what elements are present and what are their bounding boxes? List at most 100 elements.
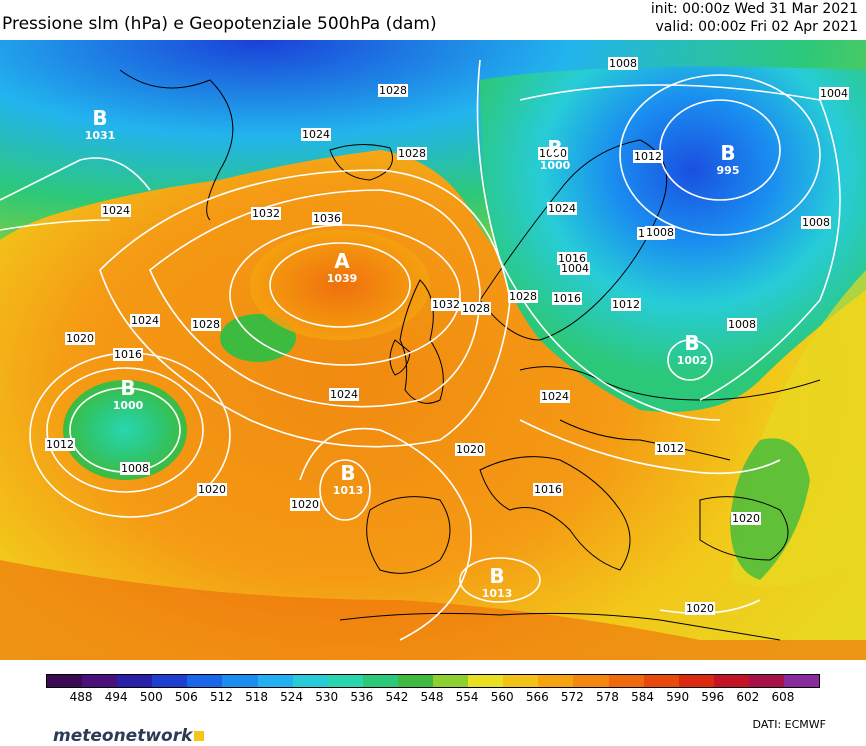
- isobar-label: 1020: [65, 332, 95, 345]
- center-value: 1031: [85, 129, 116, 142]
- atlantic-low-field: [63, 380, 187, 480]
- isobar-1008-north: [519, 84, 841, 401]
- isobar-1032: [229, 224, 461, 366]
- isobar-label-text: 1008: [802, 216, 830, 229]
- colorbar-swatch: [503, 675, 539, 687]
- map-title: Pressione slm (hPa) e Geopotenziale 500h…: [2, 14, 437, 34]
- isobar-label-box: [655, 442, 685, 455]
- isobar-label-box: [508, 290, 538, 303]
- isobar-label-box: [540, 390, 570, 403]
- isobar-1013: [319, 459, 371, 521]
- italy-balkans-coast: [479, 456, 631, 571]
- colorbar-swatch: [713, 675, 749, 687]
- isobar-label-text: 1024: [131, 314, 159, 327]
- isobar-label-box: [290, 498, 320, 511]
- colorbar-swatch: [187, 675, 223, 687]
- isobar-label-box: [65, 332, 95, 345]
- center-value: 1013: [333, 484, 364, 497]
- isobar-label-text: 1012: [656, 442, 684, 455]
- isobar-label: 1012: [611, 298, 641, 311]
- isobar-label-text: 1016: [553, 292, 581, 305]
- isobar-label: 1036: [312, 212, 342, 225]
- center-letter: B: [684, 331, 699, 355]
- isobar-label-box: [633, 150, 663, 163]
- isobar-label-box: [557, 252, 587, 265]
- isobar-label: 1012: [655, 442, 685, 455]
- isobar-label: 1008: [608, 57, 638, 70]
- isobar-label-text: 1016: [558, 252, 586, 265]
- colorbar-tick-label: 512: [210, 690, 233, 704]
- isobar-label: 1032: [431, 298, 461, 311]
- isobar-label-box: [461, 302, 491, 315]
- colorbar-tick-label: 602: [736, 690, 760, 704]
- brand-name: meteonetwork: [53, 726, 193, 746]
- center-letter: B: [92, 106, 107, 130]
- isobar-label: 1024: [329, 388, 359, 401]
- isobar-label-text: 1020: [66, 332, 94, 345]
- isobar-label-text: 1016: [534, 483, 562, 496]
- isobar-1028: [149, 189, 481, 408]
- center-letter: A: [334, 249, 350, 273]
- isobar-label-text: 1012: [612, 298, 640, 311]
- isobar-label-text: 1008: [728, 318, 756, 331]
- isobar-label-text: 1000: [539, 147, 567, 160]
- center-letter: B: [120, 376, 135, 400]
- isobar-label-box: [533, 483, 563, 496]
- center-value: 1039: [327, 272, 358, 285]
- brand-square-icon: [194, 731, 205, 741]
- isobar-label-text: 1028: [192, 318, 220, 331]
- isobar-1004: [619, 74, 821, 236]
- colorbar-tick-label: 530: [315, 690, 339, 704]
- isobar-label: 1024: [130, 314, 160, 327]
- isobar-label-text: 1020: [686, 602, 714, 615]
- isobar-label-box: [685, 602, 715, 615]
- isobar-1028-west: [0, 157, 151, 201]
- isobar-label-text: 1024: [102, 204, 130, 217]
- brand-logo: meteonetwork: [53, 726, 205, 746]
- scandinavia-coast: [479, 139, 668, 341]
- isobar-label: 1028: [378, 84, 408, 97]
- isobar-label: 1032: [251, 207, 281, 220]
- isobar-label-text: 1032: [432, 298, 460, 311]
- center-value: 1000: [540, 159, 571, 172]
- isobar-label-text: 1024: [541, 390, 569, 403]
- isobar-label-box: [727, 318, 757, 331]
- colorbar-swatch: [678, 675, 714, 687]
- isobar-label-box: [560, 262, 590, 275]
- colorbar-tick-label: 608: [771, 690, 795, 704]
- isobar-label: 1000: [538, 147, 568, 160]
- isobar-label-text: 1012: [46, 438, 74, 451]
- colorbar-swatch: [468, 675, 504, 687]
- colorbar-swatch: [783, 675, 820, 687]
- isobar-label: 1008: [727, 318, 757, 331]
- weather-map: 1008 1004 1028 1024 1028 1028 1024 1032 1036 1024…: [0, 40, 866, 660]
- isobar-label-box: [819, 87, 849, 100]
- isobar-label: 1028: [508, 290, 538, 303]
- isobar-label-text: 1028: [398, 147, 426, 160]
- center-value: 1013: [482, 587, 513, 600]
- colorbar-swatch: [538, 675, 574, 687]
- isobar-label: 1028: [397, 147, 427, 160]
- isobar-label-text: 1028: [462, 302, 490, 315]
- isobar-label-box: [329, 388, 359, 401]
- colorbar-tick-label: 536: [350, 690, 374, 704]
- isobar-1012: [46, 367, 204, 493]
- isobar-label-text: 1028: [509, 290, 537, 303]
- europe-borders: [519, 366, 821, 401]
- isobar-label-text: 1008: [646, 226, 674, 239]
- isobar-label-box: [645, 226, 675, 239]
- colorbar-swatch: [327, 675, 363, 687]
- colorbar-tick-label: 542: [385, 690, 409, 704]
- isobar-label-text: 1016: [114, 348, 142, 361]
- isobar-label: 1020: [197, 483, 227, 496]
- isobar-label: 1004: [560, 262, 590, 275]
- isobar-label-box: [130, 314, 160, 327]
- isobar-label-box: [801, 216, 831, 229]
- colorbar-tick-label: 590: [666, 690, 690, 704]
- isobar-1016-east: [519, 419, 781, 475]
- southern-warm-field: [0, 560, 866, 660]
